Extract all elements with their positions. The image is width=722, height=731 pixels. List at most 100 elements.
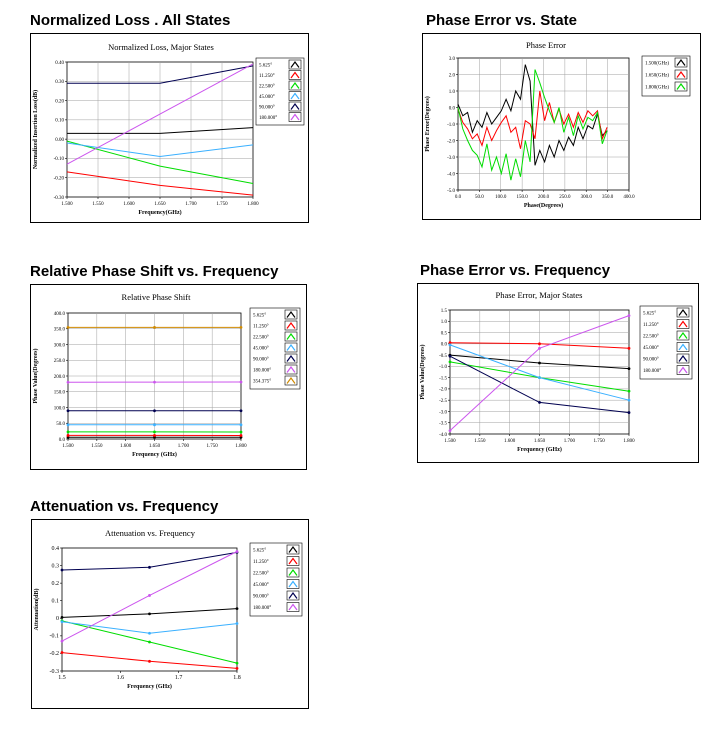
data-point (148, 631, 151, 635)
legend-glyph-chevron (286, 310, 296, 318)
data-point (538, 376, 541, 380)
phase-error-state-chart-panel: Phase Error 0.0 50.0 100.0 150.0 200.0 250.0 30… (422, 33, 701, 220)
x-tick-label: 1.650 (149, 444, 161, 449)
series-line (457, 90, 608, 149)
series-line (67, 65, 254, 84)
chart-title: Phase Error, Major States (495, 290, 582, 300)
y-tick-label: -4.0 (439, 433, 447, 438)
data-point (153, 380, 156, 384)
y-tick-label: -0.30 (54, 196, 65, 201)
relative-phase-heading: Relative Phase Shift vs. Frequency (30, 263, 279, 280)
legend-glyph-box (284, 331, 298, 342)
legend-glyph-chevron (676, 70, 686, 78)
x-tick-label: 400.0 (623, 195, 635, 200)
y-tick-label: 200.0 (54, 375, 66, 380)
y-axis-label: Phase Error(Degrees) (424, 96, 431, 152)
data-point (148, 659, 151, 663)
legend-glyph-chevron (678, 354, 688, 362)
legend-glyph-box (676, 365, 690, 375)
legend-glyph-box (286, 556, 300, 566)
x-tick-label: 1.700 (178, 444, 190, 449)
y-tick-label: -3.0 (439, 410, 447, 415)
data-point (239, 434, 243, 437)
legend-label: 22.500° (643, 335, 659, 340)
legend-glyph-box (674, 57, 688, 68)
legend-glyph-chevron (678, 343, 688, 351)
y-tick-label: -0.20 (54, 177, 65, 182)
x-tick-label: 1.650 (534, 439, 546, 444)
legend-label: 90.000° (253, 358, 269, 363)
data-point (239, 423, 243, 427)
phase-error-freq-chart: Phase Error, Major States 1.500 1.550 1.600… (419, 290, 693, 453)
x-tick-label: 150.0 (517, 195, 529, 200)
legend-glyph-chevron (288, 580, 298, 588)
y-tick-label: 0.30 (55, 80, 64, 85)
y-tick-label: 0.4 (52, 546, 60, 552)
x-tick-label: 300.0 (581, 195, 593, 200)
legend-glyph-chevron (290, 102, 300, 110)
y-tick-label: -2.0 (447, 139, 455, 144)
y-tick-label: 0.00 (55, 138, 64, 143)
x-tick-label: 1.550 (91, 444, 103, 449)
y-tick-label: 0 (56, 616, 59, 622)
data-point (60, 616, 64, 619)
x-axis-label: Phase(Degrees) (524, 202, 563, 209)
legend-label: 45.000° (643, 346, 659, 351)
legend-glyph-chevron (286, 376, 296, 384)
legend-label: 90.000° (643, 358, 659, 363)
legend-label: 22.500° (253, 336, 269, 341)
y-tick-label: -0.3 (50, 669, 60, 675)
x-axis-label: Frequency (GHz) (517, 446, 562, 453)
legend-glyph-chevron (288, 557, 298, 565)
data-point (448, 341, 452, 345)
data-point (235, 661, 239, 665)
y-tick-label: 0.0 (449, 106, 456, 111)
legend-glyph-box (674, 69, 688, 80)
series-line (66, 171, 254, 196)
data-point (60, 620, 64, 624)
legend-glyph-box (676, 342, 690, 352)
relative-phase-chart: Relative Phase Shift 1.500 1.550 1.600 1.650… (32, 292, 301, 458)
legend-glyph-box (676, 319, 690, 329)
legend-glyph-chevron (678, 308, 688, 316)
legend: 5.625° 11.250° 22.500° 45.000° 90.000° 180.00… (249, 307, 301, 390)
y-axis-label: Normalized Insertion Loss(dB) (32, 90, 39, 169)
x-tick-label: 1.750 (216, 202, 228, 207)
x-tick-label: 1.500 (61, 202, 73, 207)
y-tick-label: 350.0 (54, 328, 66, 333)
legend-glyph-chevron (678, 366, 688, 374)
y-tick-label: -0.2 (50, 651, 60, 657)
series-line (66, 140, 254, 184)
chart-title: Phase Error (526, 40, 566, 50)
y-tick-label: -2.5 (439, 399, 447, 404)
y-tick-label: -0.1 (50, 634, 60, 640)
x-axis-label: Frequency (GHz) (132, 451, 177, 458)
y-tick-label: 0.20 (55, 99, 64, 104)
legend-glyph-chevron (286, 332, 296, 340)
y-tick-label: -1.0 (439, 365, 447, 370)
legend-label: 1.650(GHz) (645, 74, 669, 79)
y-tick-label: 400.0 (54, 312, 66, 317)
legend: 1.500(GHz) 1.650(GHz) 1.800(GHz) (641, 55, 691, 97)
series-line (66, 63, 254, 165)
chart-title: Attenuation vs. Frequency (105, 528, 196, 538)
y-tick-label: 1.0 (441, 320, 448, 325)
y-axis-label: Attenuation(dB) (33, 588, 40, 630)
legend-label: 11.250° (259, 74, 275, 79)
y-tick-label: 0.1 (52, 599, 60, 605)
x-tick-label: 1.650 (154, 202, 166, 207)
data-point (66, 430, 70, 434)
legend: 5.625° 11.250° 22.500° 45.000° 90.000° 180.00… (255, 57, 305, 126)
data-point (627, 389, 631, 393)
data-point (153, 430, 156, 434)
legend-glyph-chevron (290, 113, 300, 121)
data-point (148, 594, 151, 597)
data-point (66, 434, 70, 437)
legend-glyph-box (676, 307, 690, 318)
legend-label: 5.625° (259, 64, 272, 69)
x-tick-label: 250.0 (559, 195, 571, 200)
y-tick-label: -2.0 (439, 388, 447, 393)
legend-glyph-chevron (286, 321, 296, 329)
legend-glyph-box (676, 330, 690, 341)
y-tick-label: 150.0 (54, 391, 66, 396)
